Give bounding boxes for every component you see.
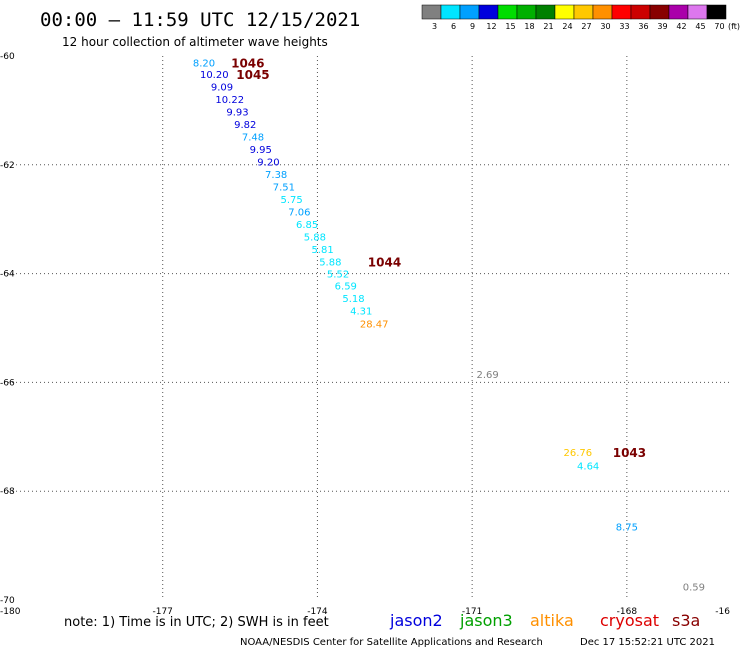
swh-value-label: 5.75 — [281, 195, 303, 206]
swh-value-label: 9.95 — [250, 145, 272, 156]
swh-value-label: 7.06 — [288, 208, 310, 219]
satellite-legend-cryosat: cryosat — [600, 611, 659, 630]
x-tick-label: -177 — [152, 607, 172, 617]
color-scale-label: 45 — [695, 22, 705, 31]
x-tick-label: -171 — [462, 607, 482, 617]
swh-value-label: 10.22 — [215, 95, 244, 106]
satellite-legend-jason3: jason3 — [459, 611, 513, 630]
swh-value-label: 0.59 — [683, 582, 705, 593]
swh-value-label: 9.82 — [234, 120, 256, 131]
pass-number-label: 1044 — [368, 256, 401, 270]
color-swatch — [630, 4, 651, 20]
color-scale-label: 9 — [470, 22, 475, 31]
swh-value-label: 4.31 — [350, 307, 372, 318]
swh-value-label: 6.85 — [296, 220, 318, 231]
grid-lines — [8, 56, 730, 600]
color-scale-label: 15 — [505, 22, 515, 31]
timestamp-text: Dec 17 15:52:21 UTC 2021 — [580, 637, 715, 648]
satellite-legend-jason2: jason2 — [389, 611, 443, 630]
swh-value-label: 10.20 — [200, 70, 229, 81]
color-swatch — [687, 4, 708, 20]
swh-value-label: 5.88 — [304, 233, 326, 244]
color-scale-label: 33 — [619, 22, 629, 31]
y-tick-label: -68 — [0, 487, 15, 497]
x-tick-label: -16 — [715, 607, 730, 617]
swh-value-label: 9.09 — [211, 82, 233, 93]
swh-value-label: 28.47 — [360, 320, 389, 331]
color-swatch — [573, 4, 594, 20]
color-swatch — [421, 4, 442, 20]
pass-number-label: 1043 — [613, 446, 646, 460]
pass-number-label: 1046 — [231, 57, 264, 71]
chart-subtitle: 12 hour collection of altimeter wave hei… — [62, 35, 328, 49]
y-tick-label: -66 — [0, 378, 15, 388]
x-tick-label: -174 — [307, 607, 328, 617]
units-note: note: 1) Time is in UTC; 2) SWH is in fe… — [64, 615, 329, 630]
color-scale-label: 24 — [562, 22, 572, 31]
color-swatch — [459, 4, 480, 20]
color-swatch — [649, 4, 670, 20]
pass-number-label: 1045 — [236, 68, 269, 82]
color-scale-label: 70 — [714, 22, 724, 31]
swh-value-label: 5.88 — [319, 258, 341, 269]
color-scale-label: 18 — [524, 22, 534, 31]
color-scale-label: 12 — [486, 22, 496, 31]
x-tick-label: -168 — [617, 607, 638, 617]
swh-value-label: 5.81 — [311, 245, 333, 256]
swh-value-label: 5.52 — [327, 270, 349, 281]
credit-text: NOAA/NESDIS Center for Satellite Applica… — [240, 637, 543, 648]
color-swatch — [706, 4, 727, 20]
color-swatch — [611, 4, 632, 20]
swh-value-label: 5.18 — [342, 294, 364, 305]
color-scale-label: 39 — [657, 22, 667, 31]
y-tick-label: -64 — [0, 270, 15, 280]
satellite-legend-s3a: s3a — [672, 611, 700, 630]
color-scale-label: 21 — [543, 22, 553, 31]
plot-area: -180 -177 -174 -171 -168 -16 -60 -62 -64 -66 -68 -7… — [0, 52, 730, 617]
satellite-legend-altika: altika — [530, 611, 574, 630]
swh-value-label: 6.59 — [335, 282, 357, 293]
y-tick-label: -70 — [0, 596, 15, 606]
swh-value-label: 4.64 — [577, 462, 599, 473]
color-scale-label: 42 — [676, 22, 686, 31]
color-scale-unit: (ft) — [728, 22, 740, 31]
chart-title: 00:00 – 11:59 UTC 12/15/2021 — [40, 9, 360, 31]
swh-value-label: 2.69 — [476, 370, 498, 381]
y-tick-label: -60 — [0, 52, 15, 62]
satellite-legend: jason2 jason3 altika cryosat s3a — [389, 611, 700, 630]
swh-value-label: 8.20 — [193, 59, 215, 70]
swh-value-label: 7.38 — [265, 170, 287, 181]
color-scale-label: 3 — [432, 22, 437, 31]
color-scale-legend: 3 6 9 12 15 18 21 24 27 30 33 36 39 42 45 70 (ft) — [421, 4, 740, 31]
color-swatch — [516, 4, 537, 20]
color-swatch — [554, 4, 575, 20]
swh-value-label: 7.51 — [273, 183, 295, 194]
x-tick-label: -180 — [0, 607, 21, 617]
color-swatch — [478, 4, 499, 20]
color-scale-label: 6 — [451, 22, 456, 31]
axis-tick-labels: -180 -177 -174 -171 -168 -16 -60 -62 -64 -66 -68 -7… — [0, 52, 730, 617]
data-labels: 8.2010.209.0910.229.939.827.489.959.207.… — [193, 59, 705, 594]
swh-value-label: 9.20 — [257, 158, 279, 169]
color-scale-label: 27 — [581, 22, 591, 31]
color-scale-label: 36 — [638, 22, 648, 31]
swh-value-label: 9.93 — [226, 107, 248, 118]
color-swatch — [668, 4, 689, 20]
color-swatch — [440, 4, 461, 20]
swh-value-label: 26.76 — [564, 448, 593, 459]
color-swatch — [535, 4, 556, 20]
color-swatch — [497, 4, 518, 20]
swh-value-label: 8.75 — [616, 523, 638, 534]
color-scale-label: 30 — [600, 22, 610, 31]
swh-value-label: 7.48 — [242, 133, 264, 144]
color-swatch — [592, 4, 613, 20]
y-tick-label: -62 — [0, 161, 15, 171]
